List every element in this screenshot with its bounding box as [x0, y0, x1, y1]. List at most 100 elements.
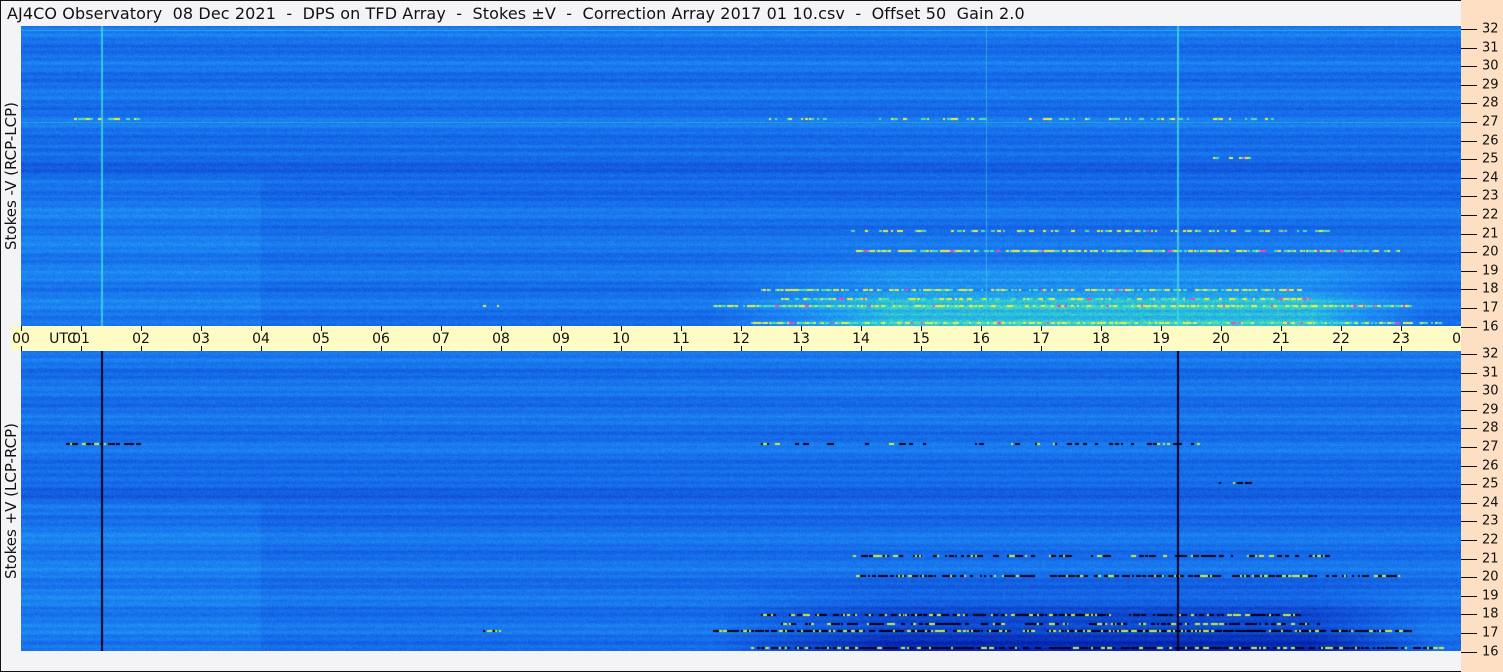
time-tick-label: 11 — [672, 331, 690, 347]
utc-label: UTC — [49, 331, 77, 347]
time-tick — [1341, 326, 1342, 331]
time-tick — [1341, 346, 1342, 351]
time-tick-label: 00 — [12, 331, 30, 347]
freq-tick — [1461, 215, 1477, 216]
freq-tick — [1461, 103, 1477, 105]
time-tick-label: 07 — [432, 331, 450, 347]
time-tick — [861, 346, 862, 351]
freq-tick-label: 17 — [1482, 625, 1499, 641]
freq-tick — [1461, 540, 1477, 541]
time-tick — [921, 326, 922, 331]
freq-tick — [1461, 484, 1477, 486]
freq-tick-label: 20 — [1482, 569, 1499, 585]
freq-tick-label: 32 — [1482, 21, 1499, 37]
time-tick-label: 22 — [1332, 331, 1350, 347]
spectrogram-stokes-minus-v — [21, 26, 1461, 326]
freq-tick — [1461, 558, 1477, 560]
freq-tick — [1461, 122, 1477, 123]
time-tick-label: 08 — [492, 331, 510, 347]
freq-tick-label: 25 — [1482, 476, 1499, 492]
time-tick-label: 15 — [912, 331, 930, 347]
freq-tick-label: 18 — [1482, 281, 1499, 297]
time-tick-label: 01 — [72, 331, 90, 347]
freq-tick-label: 29 — [1482, 77, 1499, 93]
time-tick — [561, 326, 562, 331]
freq-tick — [1461, 140, 1477, 142]
freq-tick-label: 22 — [1482, 532, 1499, 548]
time-tick-label: 04 — [252, 331, 270, 347]
freq-tick — [1461, 177, 1477, 179]
time-tick — [1041, 346, 1042, 351]
freq-tick — [1461, 372, 1477, 374]
top-panel-label: Stokes -V (RCP-LCP) — [0, 26, 21, 326]
time-tick — [81, 346, 82, 351]
freq-tick-label: 16 — [1482, 319, 1499, 335]
top-panel-label-text: Stokes -V (RCP-LCP) — [1, 102, 20, 250]
time-tick — [1281, 326, 1282, 331]
freq-tick-label: 28 — [1482, 420, 1499, 436]
freq-tick-label: 24 — [1482, 495, 1499, 511]
freq-tick — [1461, 465, 1477, 467]
frequency-axis: 32 31 30 29 28 27 26 25 24 23 22 21 20 19 18 17 16 32 31 30… — [1461, 0, 1503, 672]
time-tick — [1401, 346, 1402, 351]
time-tick — [81, 326, 82, 331]
time-tick-label: 05 — [312, 331, 330, 347]
time-tick — [1221, 326, 1222, 331]
time-tick — [801, 346, 802, 351]
freq-tick — [1461, 447, 1477, 448]
freq-tick — [1461, 66, 1477, 68]
freq-tick-label: 19 — [1482, 263, 1499, 279]
freq-tick-label: 19 — [1482, 588, 1499, 604]
time-tick — [21, 346, 22, 351]
freq-tick-label: 29 — [1482, 402, 1499, 418]
freq-tick — [1461, 428, 1477, 430]
freq-tick-label: 30 — [1482, 58, 1499, 74]
time-tick — [981, 326, 982, 331]
time-tick — [261, 326, 262, 331]
freq-tick — [1461, 614, 1477, 616]
freq-tick-label: 16 — [1482, 644, 1499, 660]
time-tick — [681, 346, 682, 351]
time-tick — [1281, 346, 1282, 351]
freq-tick — [1461, 595, 1477, 597]
time-tick-label: 10 — [612, 331, 630, 347]
freq-tick-label: 32 — [1482, 346, 1499, 362]
time-axis: 00 01 02 03 04 05 06 07 08 09 10 11 12 13 14 15 16 17 18 19… — [11, 326, 1503, 351]
freq-tick-label: 25 — [1482, 151, 1499, 167]
time-tick-label: 12 — [732, 331, 750, 347]
freq-tick — [1461, 270, 1477, 272]
time-tick — [261, 346, 262, 351]
freq-tick — [1461, 84, 1477, 86]
freq-tick-label: 22 — [1482, 207, 1499, 223]
time-tick-label: 19 — [1152, 331, 1170, 347]
freq-tick — [1461, 233, 1477, 235]
freq-tick — [1461, 159, 1477, 161]
time-tick — [801, 326, 802, 331]
time-tick-label: 03 — [192, 331, 210, 347]
time-tick — [1401, 326, 1402, 331]
bottom-panel-label: Stokes +V (LCP-RCP) — [0, 351, 21, 651]
time-tick — [681, 326, 682, 331]
freq-tick-label: 21 — [1482, 226, 1499, 242]
time-tick-label: 16 — [972, 331, 990, 347]
freq-tick — [1461, 29, 1477, 30]
time-tick — [921, 346, 922, 351]
freq-tick-label: 26 — [1482, 133, 1499, 149]
freq-tick-label: 28 — [1482, 95, 1499, 111]
freq-tick-label: 27 — [1482, 439, 1499, 455]
freq-tick — [1461, 651, 1477, 653]
time-tick — [741, 326, 742, 331]
freq-tick — [1461, 289, 1477, 291]
time-tick — [141, 326, 142, 331]
time-tick-label: 23 — [1392, 331, 1410, 347]
time-tick — [861, 326, 862, 331]
time-tick-label: 18 — [1092, 331, 1110, 347]
time-tick-label: 02 — [132, 331, 150, 347]
time-tick — [1101, 326, 1102, 331]
time-tick — [21, 326, 22, 331]
time-tick — [1161, 326, 1162, 331]
time-tick — [981, 346, 982, 351]
time-tick — [381, 326, 382, 331]
freq-tick-label: 20 — [1482, 244, 1499, 260]
time-tick — [1221, 346, 1222, 351]
